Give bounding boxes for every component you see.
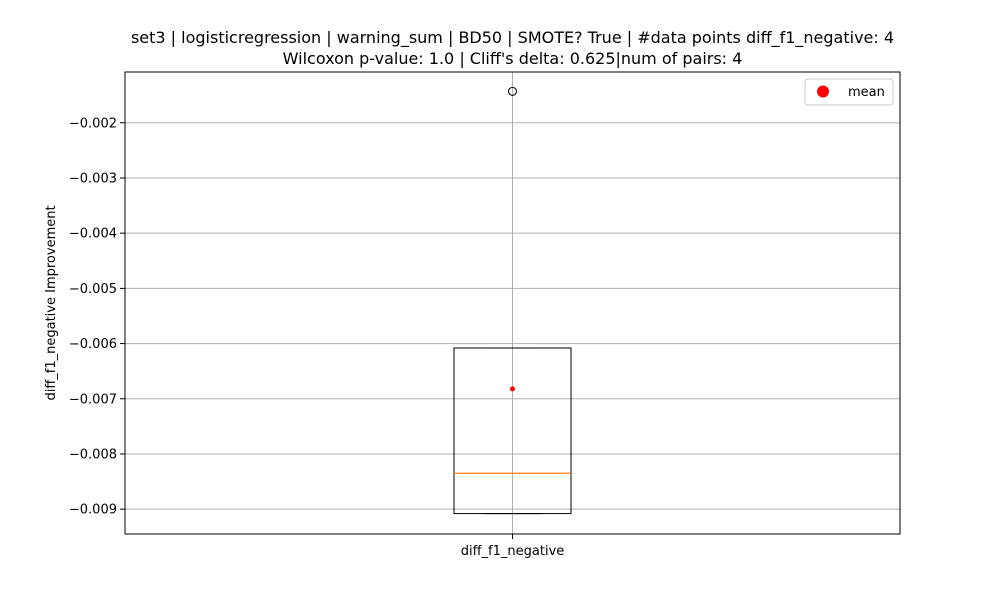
y-axis-ticks: −0.009 −0.008 −0.007 −0.006 −0.005 −0.004 −0.0… <box>69 116 125 518</box>
y-tick-label: −0.006 <box>69 337 117 352</box>
box-marks <box>453 86 572 515</box>
y-tick-label: −0.002 <box>69 116 117 131</box>
outlier-point <box>508 86 517 96</box>
mean-marker <box>510 386 515 392</box>
chart-subtitle: Wilcoxon p-value: 1.0 | Cliff's delta: 0… <box>283 49 743 68</box>
grid-lines <box>125 72 900 534</box>
chart-title: set3 | logisticregression | warning_sum … <box>131 28 894 48</box>
legend: mean <box>804 78 894 106</box>
legend-box <box>804 78 894 106</box>
y-tick-label: −0.007 <box>69 392 117 407</box>
legend-label-mean: mean <box>848 85 885 100</box>
iqr-box <box>453 347 572 515</box>
y-tick-label: −0.005 <box>69 282 117 297</box>
y-tick-label: −0.003 <box>69 171 117 186</box>
y-tick-label: −0.008 <box>69 447 117 462</box>
y-axis-label: diff_f1_negative Improvement <box>44 205 59 400</box>
y-tick-label: −0.004 <box>69 227 117 242</box>
legend-mean-marker <box>817 85 829 98</box>
x-tick-label: diff_f1_negative <box>461 544 565 559</box>
y-tick-label: −0.009 <box>69 503 117 518</box>
x-axis-ticks: diff_f1_negative <box>461 534 565 559</box>
